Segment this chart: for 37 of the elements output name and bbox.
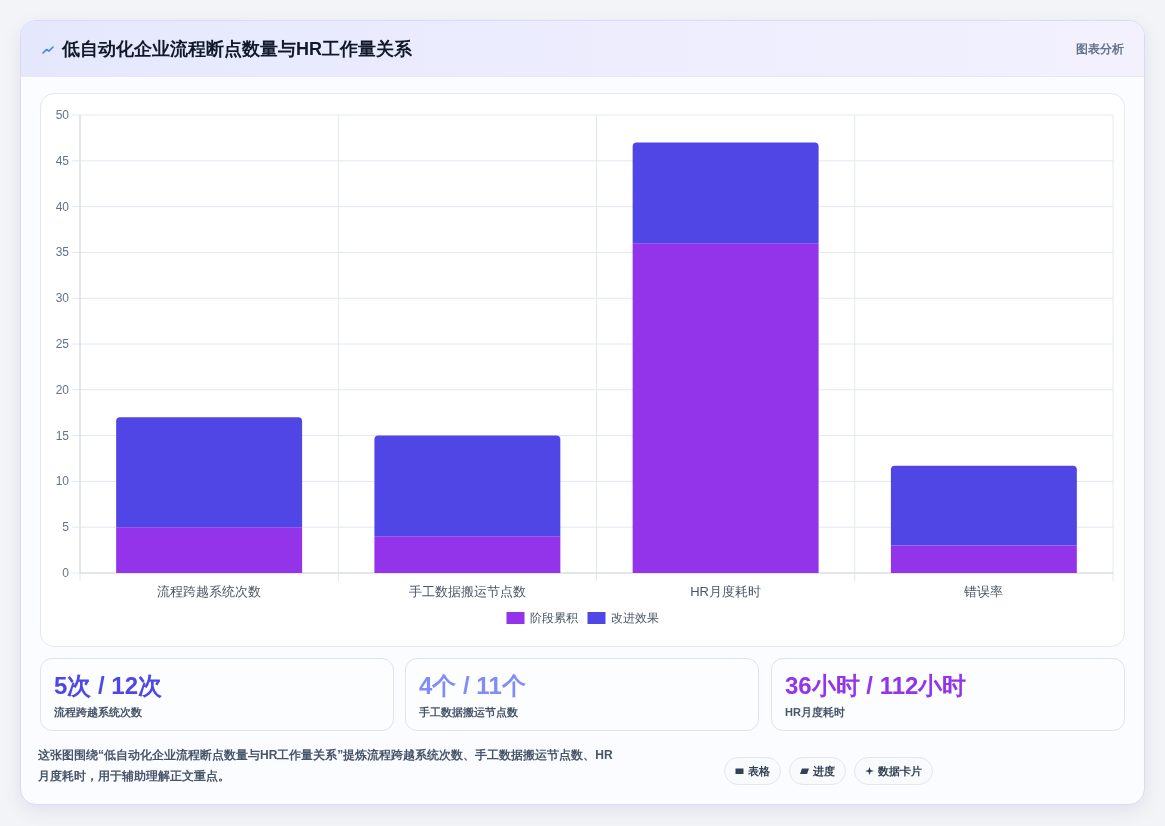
chart-title: 低自动化企业流程断点数量与HR工作量关系 — [62, 38, 412, 61]
y-tick-label: 0 — [62, 566, 70, 580]
y-tick-label: 10 — [55, 474, 70, 489]
y-tick-label: 5 — [62, 520, 70, 535]
y-tick-label: 45 — [55, 153, 70, 168]
y-tick-label: 40 — [55, 199, 70, 214]
bar — [632, 142, 819, 244]
y-tick-label: 25 — [55, 337, 70, 351]
y-tick-label: 20 — [55, 382, 70, 397]
text: 数据卡片 — [878, 763, 922, 779]
bar — [632, 243, 819, 573]
text: 36小时 / 112小时 — [785, 671, 967, 701]
bar — [116, 527, 303, 573]
text: HR月度耗时 — [785, 705, 845, 719]
y-tick-label: 30 — [55, 291, 70, 306]
bar — [890, 465, 1077, 546]
bar — [890, 545, 1077, 573]
legend-label: 改进效果 — [610, 611, 659, 625]
text: 4个 / 11个 — [419, 671, 526, 701]
bar — [374, 536, 561, 573]
text: 这张图围绕“低自动化企业流程断点数量与HR工作量关系”提炼流程跨越系统次数、手工数据搬运节点数、HR月度耗时，用于辅助理解正文重点。 — [38, 747, 614, 785]
x-tick-label: 错误率 — [963, 584, 1004, 599]
y-tick-label: 15 — [55, 428, 70, 443]
text: 手工数据搬运节点数 — [419, 705, 518, 719]
text: 流程跨越系统次数 — [54, 705, 142, 719]
bar — [116, 417, 303, 528]
legend-label: 阶段累积 — [529, 611, 578, 625]
text: 表格 — [748, 763, 770, 779]
text: 5次 / 12次 — [54, 671, 163, 701]
chart-subtitle: 图表分析 — [1076, 41, 1124, 58]
x-tick-label: 流程跨越系统次数 — [157, 584, 262, 599]
bar — [374, 435, 561, 537]
x-tick-label: 手工数据搬运节点数 — [408, 584, 526, 599]
y-tick-label: 50 — [55, 108, 70, 122]
y-tick-label: 35 — [55, 245, 70, 260]
text: 进度 — [813, 763, 835, 779]
x-tick-label: HR月度耗时 — [690, 584, 762, 599]
